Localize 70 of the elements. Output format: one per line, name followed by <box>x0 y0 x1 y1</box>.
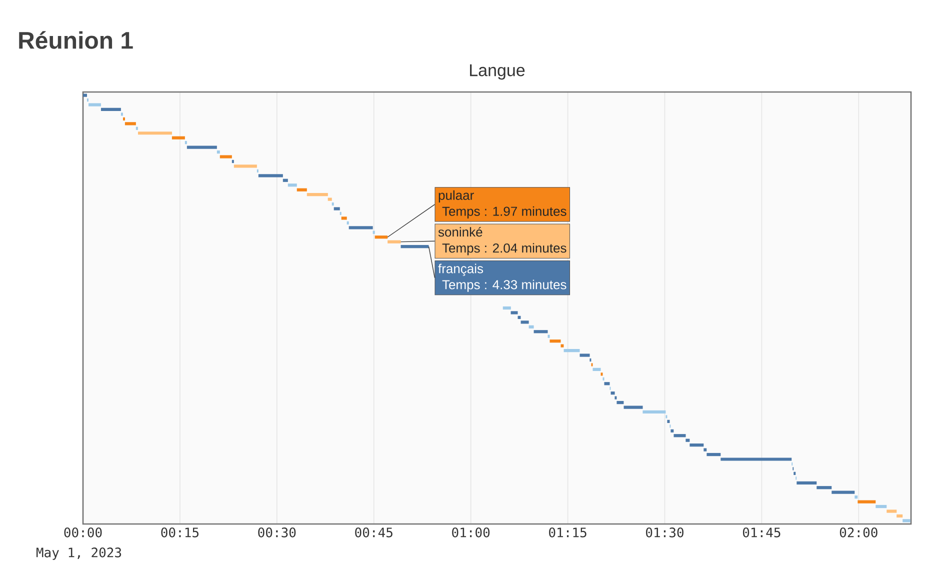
bar <box>348 226 373 230</box>
bar <box>100 108 121 112</box>
bar <box>858 500 876 504</box>
bar <box>720 458 792 461</box>
x-tick-label: 01:45 <box>742 528 780 538</box>
bar <box>258 174 283 178</box>
bar <box>886 510 897 513</box>
bar <box>550 340 561 343</box>
bar <box>564 348 580 352</box>
bar <box>854 496 858 499</box>
text: May 1, 2023 <box>36 548 122 560</box>
bar <box>704 448 707 452</box>
bar <box>796 481 817 484</box>
bar <box>686 438 690 442</box>
bar <box>706 452 721 456</box>
bar <box>502 306 511 310</box>
bar <box>832 490 855 494</box>
bar <box>234 164 257 168</box>
bar <box>642 410 666 414</box>
x-tick-label: 01:30 <box>646 528 684 538</box>
bar <box>624 406 643 409</box>
annotation: Temps : 4.33 minutes <box>442 280 566 292</box>
bar <box>616 400 624 404</box>
x-tick-label: 01:15 <box>549 528 586 538</box>
bar <box>282 178 288 182</box>
bar <box>83 94 88 97</box>
bar <box>216 150 220 154</box>
bar <box>876 504 887 508</box>
bar <box>374 236 388 239</box>
bar <box>186 146 217 149</box>
x-tick-label: 00:45 <box>355 528 392 538</box>
bar <box>296 188 307 192</box>
bar <box>528 325 534 328</box>
annotation: Temps : 2.04 minutes <box>442 243 566 256</box>
bar <box>674 434 686 438</box>
bar <box>388 240 401 244</box>
bar <box>902 519 910 522</box>
bar <box>138 132 172 135</box>
bar <box>334 207 340 210</box>
bar <box>288 184 297 187</box>
bar <box>220 155 232 158</box>
bar <box>667 420 670 423</box>
bar <box>560 344 564 348</box>
bar <box>592 368 601 372</box>
bar <box>400 244 429 248</box>
annotation: français <box>438 264 484 276</box>
bar <box>534 330 548 334</box>
bar <box>816 486 832 490</box>
bar <box>124 122 136 126</box>
x-tick-label: 01:00 <box>452 528 490 538</box>
chart-title: Réunion 1 <box>19 31 133 49</box>
x-tick-label: 02:00 <box>840 528 878 538</box>
bar <box>328 198 332 201</box>
x-tick-label: 00:00 <box>64 528 102 538</box>
bar <box>896 514 903 518</box>
x-tick-label: 00:30 <box>258 528 296 538</box>
annotation: Temps : 1.97 minutes <box>442 206 566 218</box>
bar <box>690 444 704 447</box>
bar <box>341 216 347 220</box>
x-tick-label: 00:15 <box>161 528 198 538</box>
annotation: soninké <box>438 226 482 237</box>
bar <box>520 320 529 324</box>
bar <box>88 103 101 106</box>
bar <box>670 429 674 432</box>
bar <box>604 382 610 386</box>
bar <box>172 136 185 140</box>
annotation: pulaar <box>438 190 474 202</box>
bar <box>510 311 518 314</box>
chart-subtitle: Langue <box>470 64 525 80</box>
bar <box>306 193 328 196</box>
